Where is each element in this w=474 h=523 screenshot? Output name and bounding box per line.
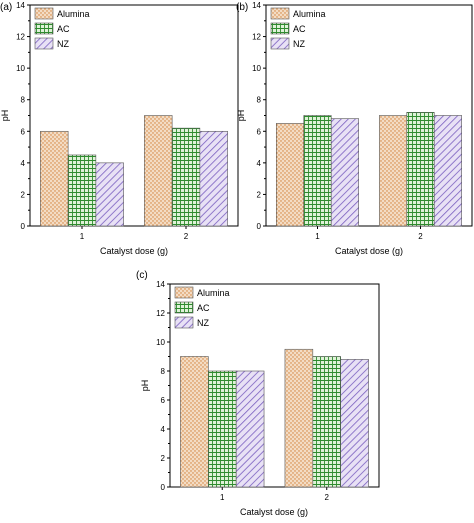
y-tick-label: 0 <box>257 222 262 231</box>
y-tick-label: 12 <box>156 309 165 318</box>
y-tick-label: 6 <box>257 127 262 136</box>
x-axis-title: Catalyst dose (g) <box>335 246 403 256</box>
bar-nz-1 <box>95 162 124 227</box>
y-tick-label: 0 <box>161 483 166 492</box>
y-axis-title: pH <box>0 110 10 122</box>
y-tick-label: 8 <box>161 367 166 376</box>
y-tick-label: 12 <box>252 33 261 42</box>
legend-label: AC <box>293 24 306 34</box>
y-tick-label: 2 <box>161 454 166 463</box>
y-tick-label: 12 <box>16 33 25 42</box>
bar-alumina-1 <box>180 356 209 488</box>
y-tick-label: 2 <box>21 190 26 199</box>
legend-label: AC <box>197 303 210 313</box>
y-tick-label: 4 <box>161 425 166 434</box>
bar-alumina-1 <box>40 130 69 227</box>
x-tick-label: 2 <box>418 232 423 241</box>
y-tick-label: 10 <box>252 64 261 73</box>
x-tick-label: 2 <box>325 493 330 502</box>
y-tick-label: 14 <box>156 280 165 289</box>
legend-swatch-alumina <box>34 7 54 20</box>
x-axis-title: Catalyst dose (g) <box>240 507 308 517</box>
x-tick-label: 1 <box>220 493 225 502</box>
legend-swatch-nz <box>174 316 194 329</box>
bar-alumina-2 <box>284 348 314 488</box>
panel-label: (a) <box>0 2 12 13</box>
bar-ac-2 <box>312 356 341 488</box>
legend-label: Alumina <box>293 9 326 19</box>
y-tick-label: 4 <box>257 159 262 168</box>
y-tick-label: 10 <box>156 338 165 347</box>
bar-alumina-2 <box>378 115 408 227</box>
legend-label: Alumina <box>57 9 90 19</box>
y-axis-title: pH <box>140 380 150 392</box>
y-tick-label: 14 <box>252 1 261 10</box>
legend-label: NZ <box>57 39 69 49</box>
bar-ac-2 <box>171 127 201 227</box>
bar-ac-1 <box>67 154 97 227</box>
y-tick-label: 0 <box>21 222 26 231</box>
bar-ac-1 <box>208 370 237 488</box>
panel-label: (c) <box>136 270 148 281</box>
legend-label: Alumina <box>197 288 230 298</box>
y-tick-label: 8 <box>257 96 262 105</box>
y-tick-label: 2 <box>257 190 262 199</box>
legend-label: AC <box>57 24 70 34</box>
legend-swatch-nz <box>270 37 290 50</box>
legend-swatch-ac <box>174 301 194 314</box>
panel-label: (b) <box>236 2 248 13</box>
x-tick-label: 1 <box>80 232 85 241</box>
bar-nz-1 <box>330 118 360 227</box>
y-axis-title: pH <box>236 110 246 122</box>
legend-swatch-nz <box>34 37 54 50</box>
bar-ac-2 <box>406 112 435 227</box>
y-tick-label: 4 <box>21 159 26 168</box>
legend-swatch-ac <box>270 22 290 35</box>
bar-ac-1 <box>303 115 332 227</box>
x-axis-title: Catalyst dose (g) <box>100 246 168 256</box>
bar-nz-2 <box>433 115 463 227</box>
bar-nz-1 <box>235 370 265 488</box>
legend-swatch-alumina <box>174 286 194 299</box>
y-tick-label: 6 <box>161 396 166 405</box>
bar-alumina-1 <box>275 123 305 227</box>
bar-alumina-2 <box>144 115 173 227</box>
y-tick-label: 10 <box>16 64 25 73</box>
legend-swatch-ac <box>34 22 54 35</box>
bar-nz-2 <box>199 130 228 227</box>
y-tick-label: 14 <box>16 1 25 10</box>
legend-label: NZ <box>293 39 305 49</box>
x-tick-label: 2 <box>184 232 189 241</box>
y-tick-label: 6 <box>21 127 26 136</box>
y-tick-label: 8 <box>21 96 26 105</box>
legend-swatch-alumina <box>270 7 290 20</box>
x-tick-label: 1 <box>315 232 320 241</box>
legend-label: NZ <box>197 318 209 328</box>
bar-nz-2 <box>340 359 369 488</box>
